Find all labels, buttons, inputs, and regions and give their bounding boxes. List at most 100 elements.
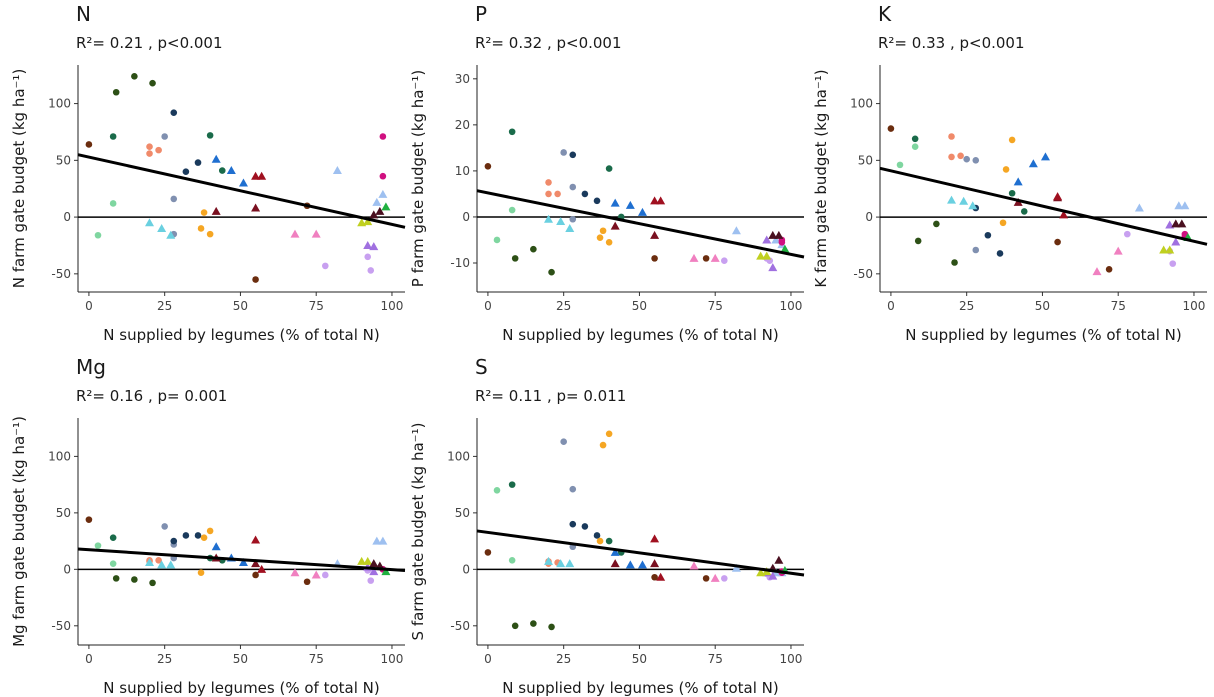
point <box>560 438 567 446</box>
point <box>1092 267 1102 276</box>
point <box>149 579 156 587</box>
point <box>85 516 93 523</box>
point <box>372 197 382 206</box>
y-tick-label: -50 <box>51 619 71 633</box>
point <box>651 573 658 581</box>
point <box>303 578 311 586</box>
fit-line <box>879 166 1208 246</box>
point <box>599 441 607 449</box>
point <box>896 161 904 169</box>
point <box>610 547 620 556</box>
point <box>650 230 660 239</box>
y-tick-label: 50 <box>56 153 71 167</box>
point <box>170 109 178 116</box>
point <box>1159 245 1169 254</box>
panel: P R²= 0.32 , p<0.001 N supplied by legumes… <box>409 2 805 344</box>
point <box>109 534 117 542</box>
point <box>367 267 375 274</box>
point <box>720 575 728 582</box>
point <box>731 226 741 235</box>
x-axis-label: N supplied by legumes (% of total N) <box>103 679 379 697</box>
point <box>206 230 214 238</box>
point <box>768 571 778 580</box>
y-tick-label: 50 <box>56 506 71 520</box>
point <box>251 171 261 180</box>
x-tick-label: 100 <box>780 652 803 666</box>
panel: Mg R²= 0.16 , p= 0.001 N supplied by legum… <box>10 355 406 697</box>
point <box>1040 152 1050 161</box>
point <box>1053 192 1063 201</box>
panel-title: K <box>878 2 892 26</box>
point <box>200 534 208 542</box>
point <box>1171 219 1181 228</box>
point <box>378 189 388 198</box>
point <box>731 563 741 572</box>
x-tick-label: 75 <box>1111 299 1126 313</box>
point <box>379 133 387 140</box>
x-tick-label: 25 <box>556 299 571 313</box>
point <box>251 535 261 544</box>
point <box>85 141 93 148</box>
point <box>610 221 620 230</box>
point <box>211 542 221 551</box>
point <box>211 206 221 215</box>
point <box>170 195 178 203</box>
point <box>484 162 492 170</box>
point <box>257 171 267 180</box>
point <box>1123 230 1131 238</box>
x-tick-label: 100 <box>381 652 404 666</box>
point <box>625 200 635 209</box>
panel-title: N <box>76 2 91 26</box>
y-tick-label: 0 <box>865 210 873 224</box>
point <box>556 217 566 226</box>
point <box>238 178 248 187</box>
fit-line <box>476 529 805 577</box>
point <box>762 251 772 260</box>
x-tick-label: 0 <box>484 652 492 666</box>
point <box>157 560 167 569</box>
x-tick-label: 75 <box>708 652 723 666</box>
point <box>963 155 970 163</box>
point <box>968 201 978 210</box>
point <box>999 219 1007 227</box>
point <box>367 577 375 584</box>
point <box>206 132 214 139</box>
x-tick-label: 100 <box>780 299 803 313</box>
point <box>238 558 248 567</box>
point <box>1008 189 1016 197</box>
point <box>581 523 589 530</box>
point <box>768 230 778 239</box>
point <box>1002 166 1010 173</box>
x-tick-label: 100 <box>1183 299 1206 313</box>
y-axis-label: K farm gate budget (kg ha⁻¹) <box>812 69 830 287</box>
point <box>610 559 620 568</box>
point <box>947 195 957 204</box>
point <box>710 573 720 582</box>
point <box>1020 208 1028 215</box>
y-tick-label: 100 <box>850 97 873 111</box>
point <box>508 206 516 214</box>
point <box>996 250 1004 257</box>
y-axis-label: S farm gate budget (kg ha⁻¹) <box>409 423 427 641</box>
point <box>565 223 575 232</box>
point <box>357 556 367 565</box>
point <box>170 537 178 545</box>
y-tick-label: -10 <box>450 256 470 270</box>
point <box>375 206 385 215</box>
x-tick-label: 0 <box>887 299 895 313</box>
point <box>200 209 208 216</box>
point <box>972 157 980 164</box>
point <box>1165 245 1175 254</box>
point <box>1169 260 1177 267</box>
point <box>596 537 604 545</box>
point <box>656 572 666 581</box>
point <box>149 79 156 87</box>
x-tick-label: 50 <box>233 299 248 313</box>
point <box>959 196 969 205</box>
point <box>94 542 102 549</box>
point <box>774 555 784 564</box>
point <box>369 559 379 568</box>
panel-title: P <box>475 2 487 26</box>
point <box>251 559 261 568</box>
y-tick-label: 100 <box>48 97 71 111</box>
